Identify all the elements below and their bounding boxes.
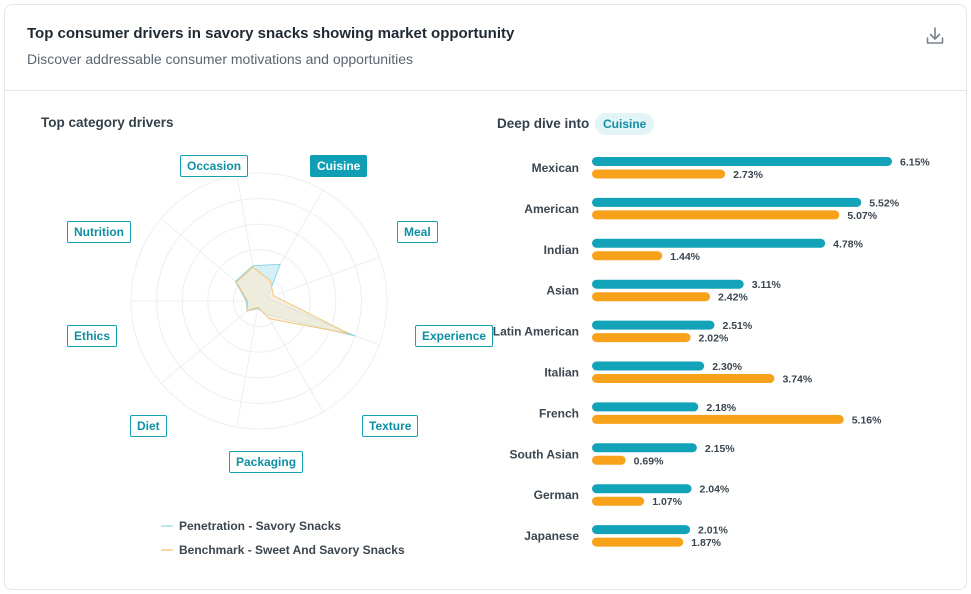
bar-penetration xyxy=(592,320,715,330)
bar-penetration xyxy=(592,238,826,248)
bar-benchmark xyxy=(592,292,711,302)
bar-value-label: 2.15% xyxy=(705,443,735,455)
radar-axis-label-occasion[interactable]: Occasion xyxy=(180,155,249,177)
bar-penetration xyxy=(592,484,692,494)
bar-category-label: Italian xyxy=(544,366,579,380)
radar-axis-label-cuisine[interactable]: Cuisine xyxy=(310,155,368,177)
bar-benchmark xyxy=(592,374,775,383)
radar-spoke xyxy=(236,300,260,428)
legend-penetration: Penetration - Savory Snacks xyxy=(161,519,341,533)
legend-penetration-swatch xyxy=(161,525,173,527)
left-panel-title: Top category drivers xyxy=(41,115,174,130)
bar-value-label: 1.44% xyxy=(670,251,700,263)
bar-value-label: 3.11% xyxy=(752,279,782,291)
radar-axis-label-ethics[interactable]: Ethics xyxy=(67,325,118,347)
bar-value-label: 5.16% xyxy=(852,414,882,426)
bar-value-label: 0.69% xyxy=(634,455,664,467)
bar-penetration xyxy=(592,402,699,412)
bar-value-label: 5.52% xyxy=(869,197,899,209)
bar-benchmark xyxy=(592,496,645,506)
bar-value-label: 2.30% xyxy=(712,361,742,373)
bar-category-label: American xyxy=(524,202,579,216)
card-header: Top consumer drivers in savory snacks sh… xyxy=(5,5,966,91)
bar-value-label: 4.78% xyxy=(833,238,863,250)
radar-axis-label-meal[interactable]: Meal xyxy=(397,221,438,243)
bar-benchmark xyxy=(592,455,626,465)
radar-spoke xyxy=(160,300,260,384)
legend-benchmark-swatch xyxy=(161,549,173,551)
bar-value-label: 1.07% xyxy=(652,496,682,508)
bar-category-label: Japanese xyxy=(524,529,579,543)
bar-benchmark xyxy=(592,251,663,261)
bar-penetration xyxy=(592,279,744,289)
selected-driver-pill: Cuisine xyxy=(595,113,655,135)
bar-penetration xyxy=(592,361,705,371)
bar-benchmark xyxy=(592,333,691,343)
bar-category-label: German xyxy=(534,488,579,502)
bar-value-label: 3.74% xyxy=(782,374,812,386)
legend-penetration-label: Penetration - Savory Snacks xyxy=(179,519,342,533)
bar-category-label: South Asian xyxy=(509,447,579,461)
bar-value-label: 6.15% xyxy=(900,157,930,169)
card-subtitle: Discover addressable consumer motivation… xyxy=(27,51,413,67)
legend-benchmark: Benchmark - Sweet And Savory Snacks xyxy=(161,543,405,557)
bar-penetration xyxy=(592,157,892,166)
radar-axis-label-nutrition[interactable]: Nutrition xyxy=(67,221,131,243)
card-title: Top consumer drivers in savory snacks sh… xyxy=(27,25,515,42)
bar-value-label: 2.42% xyxy=(718,292,748,304)
bar-penetration xyxy=(592,443,697,453)
radar-axis-label-texture[interactable]: Texture xyxy=(362,415,419,437)
download-icon[interactable] xyxy=(924,25,946,47)
radar-axis-label-diet[interactable]: Diet xyxy=(130,415,167,437)
legend-benchmark-label: Benchmark - Sweet And Savory Snacks xyxy=(179,543,405,557)
bar-penetration xyxy=(592,197,862,207)
bar-value-label: 2.01% xyxy=(698,525,728,537)
bar-benchmark xyxy=(592,537,684,547)
bar-value-label: 2.73% xyxy=(733,169,763,181)
bar-benchmark xyxy=(592,210,840,220)
bar-category-label: Mexican xyxy=(532,161,579,175)
bar-value-label: 2.18% xyxy=(706,402,736,414)
radar-spoke xyxy=(258,300,324,413)
bar-value-label: 1.87% xyxy=(691,537,721,549)
bar-value-label: 2.02% xyxy=(699,333,729,345)
bar-category-label: French xyxy=(539,406,579,420)
radar-axis-label-experience[interactable]: Experience xyxy=(415,325,494,347)
bar-category-label: Latin American xyxy=(493,325,579,339)
radar-chart xyxy=(130,172,388,430)
bar-benchmark xyxy=(592,414,844,424)
radar-spoke xyxy=(258,256,380,302)
bar-value-label: 2.51% xyxy=(722,320,752,332)
bar-chart: Mexican 6.15% 2.73% American 5.52%5.07% India… xyxy=(493,157,931,550)
bar-benchmark xyxy=(592,169,726,179)
bar-value-label: 2.04% xyxy=(700,484,730,496)
bar-category-label: Asian xyxy=(546,284,579,298)
radar-series-benchmark-sweet-and-savory-snacks xyxy=(235,266,350,335)
bar-value-label: 5.07% xyxy=(847,210,877,222)
drivers-card: Top consumer drivers in savory snacks sh… xyxy=(4,4,967,590)
bar-category-label: Indian xyxy=(544,243,579,257)
bar-penetration xyxy=(592,525,691,535)
radar-axis-label-packaging[interactable]: Packaging xyxy=(229,451,304,473)
right-panel-title: Deep dive into xyxy=(497,116,590,131)
